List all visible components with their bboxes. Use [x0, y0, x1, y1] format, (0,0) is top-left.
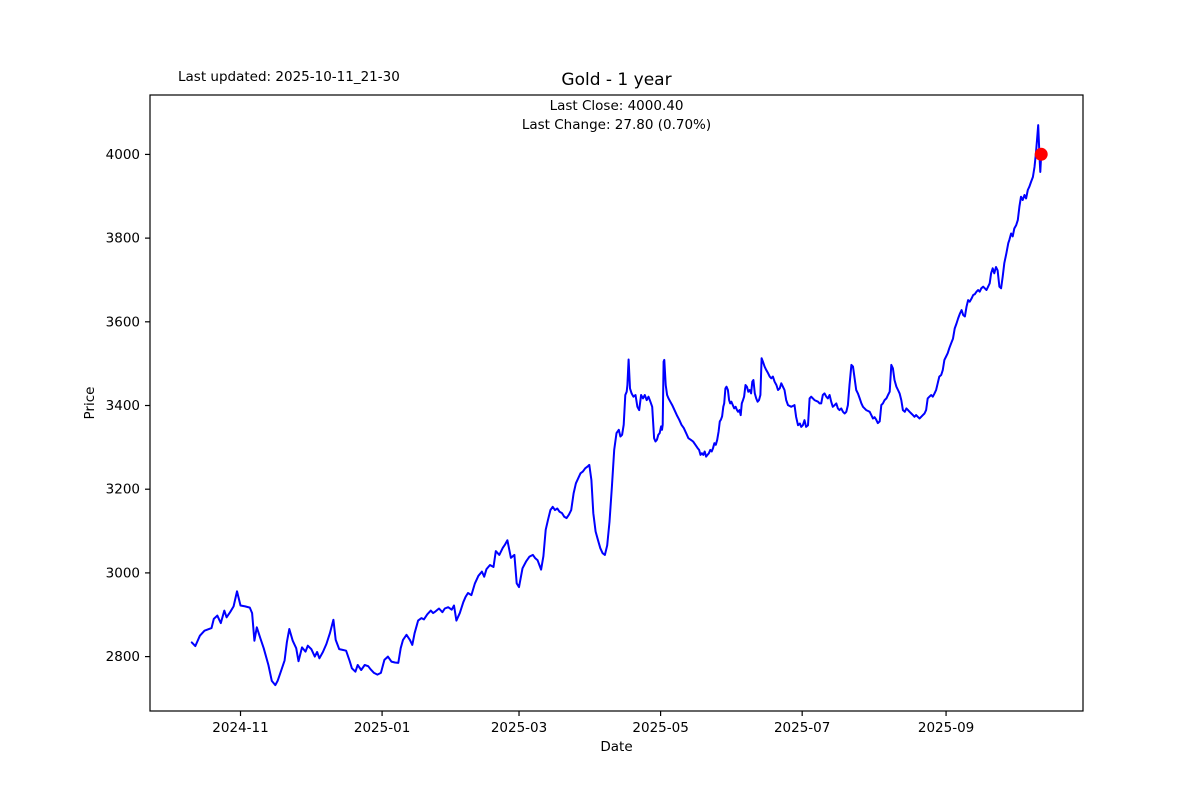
y-tick-label: 3600 [106, 314, 140, 330]
last-close-marker [1034, 147, 1048, 161]
x-tick-label: 2024-11 [212, 720, 268, 736]
x-tick-label: 2025-09 [918, 720, 974, 736]
y-axis-label: Price [82, 386, 98, 420]
x-tick-label: 2025-01 [354, 720, 410, 736]
y-tick-label: 3400 [106, 398, 140, 414]
last-close-annotation: Last Close: 4000.40 Last Change: 27.80 (… [150, 97, 1083, 135]
y-tick-label: 4000 [106, 147, 140, 163]
chart-title: Gold - 1 year [561, 70, 672, 90]
last-updated-text: Last updated: 2025-10-11_21-30 [178, 69, 400, 85]
x-tick-label: 2025-05 [632, 720, 688, 736]
last-close-text: Last Close: 4000.40 [549, 98, 684, 114]
x-axis-label: Date [600, 739, 633, 755]
x-tick-label: 2025-07 [774, 720, 830, 736]
axes-frame [149, 94, 1084, 712]
y-tick-label: 3200 [106, 482, 140, 498]
last-change-text: Last Change: 27.80 (0.70%) [521, 117, 712, 133]
y-tick-label: 3800 [106, 231, 140, 247]
y-tick-label: 2800 [106, 649, 140, 665]
x-tick-label: 2025-03 [491, 720, 547, 736]
price-line [190, 124, 1043, 687]
y-tick-label: 3000 [106, 565, 140, 581]
